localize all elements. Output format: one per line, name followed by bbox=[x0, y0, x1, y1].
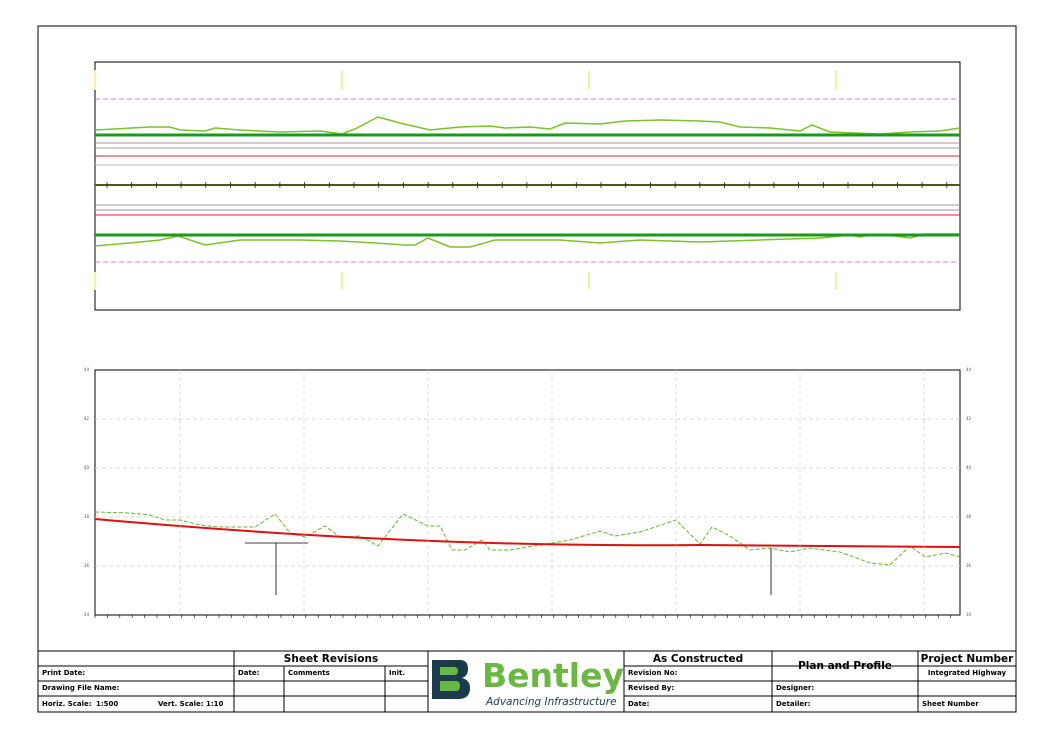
design-profile bbox=[94, 518, 961, 548]
y-label: 34 bbox=[966, 612, 972, 617]
logo: Bentley Advancing Infrastructure bbox=[432, 656, 624, 708]
value: 1:500 bbox=[96, 700, 118, 708]
label: Revision No: bbox=[628, 669, 678, 677]
label: Detailer: bbox=[776, 700, 811, 708]
heading: Plan and Profile bbox=[798, 660, 892, 672]
y-label: 42 bbox=[84, 416, 90, 421]
profile-view: 44 44 42 42 40 40 38 38 36 36 34 34 bbox=[84, 367, 972, 618]
logo-mark bbox=[432, 660, 470, 699]
y-label: 34 bbox=[84, 612, 90, 617]
label: Date: bbox=[628, 700, 650, 708]
logo-mark bbox=[440, 667, 460, 691]
label: Revised By: bbox=[628, 684, 674, 692]
existing-ground bbox=[94, 511, 961, 566]
y-label: 44 bbox=[84, 367, 90, 372]
heading: Sheet Revisions bbox=[284, 653, 378, 665]
profile-frame bbox=[94, 369, 961, 616]
sheet-border bbox=[37, 25, 1017, 713]
heading: Project Number bbox=[921, 653, 1015, 665]
y-label: 40 bbox=[966, 465, 972, 470]
label: Designer: bbox=[776, 684, 814, 692]
label: Print Date: bbox=[42, 669, 85, 677]
y-label: 44 bbox=[966, 367, 972, 372]
label: Sheet Number bbox=[922, 700, 979, 708]
y-label: 42 bbox=[966, 416, 972, 421]
y-label: 40 bbox=[84, 465, 90, 470]
heading: As Constructed bbox=[653, 653, 743, 665]
label: Horiz. Scale: bbox=[42, 700, 92, 708]
logo-tagline: Advancing Infrastructure bbox=[485, 696, 617, 708]
y-label: 38 bbox=[84, 514, 90, 519]
label: Init. bbox=[389, 669, 405, 677]
value: Integrated Highway bbox=[928, 669, 1007, 677]
y-label: 36 bbox=[84, 563, 90, 568]
label: Comments bbox=[288, 669, 330, 677]
y-label: 36 bbox=[966, 563, 972, 568]
title-block: Print Date: Drawing File Name: Horiz. Sc… bbox=[38, 650, 1016, 712]
edge-of-pavement bbox=[94, 116, 961, 135]
plan-view bbox=[94, 61, 961, 311]
label: Drawing File Name: bbox=[42, 684, 120, 692]
value: 1:10 bbox=[206, 700, 224, 708]
y-label: 38 bbox=[966, 514, 972, 519]
label: Date: bbox=[238, 669, 260, 677]
logo-name: Bentley bbox=[482, 656, 624, 695]
label: Vert. Scale: bbox=[158, 700, 204, 708]
